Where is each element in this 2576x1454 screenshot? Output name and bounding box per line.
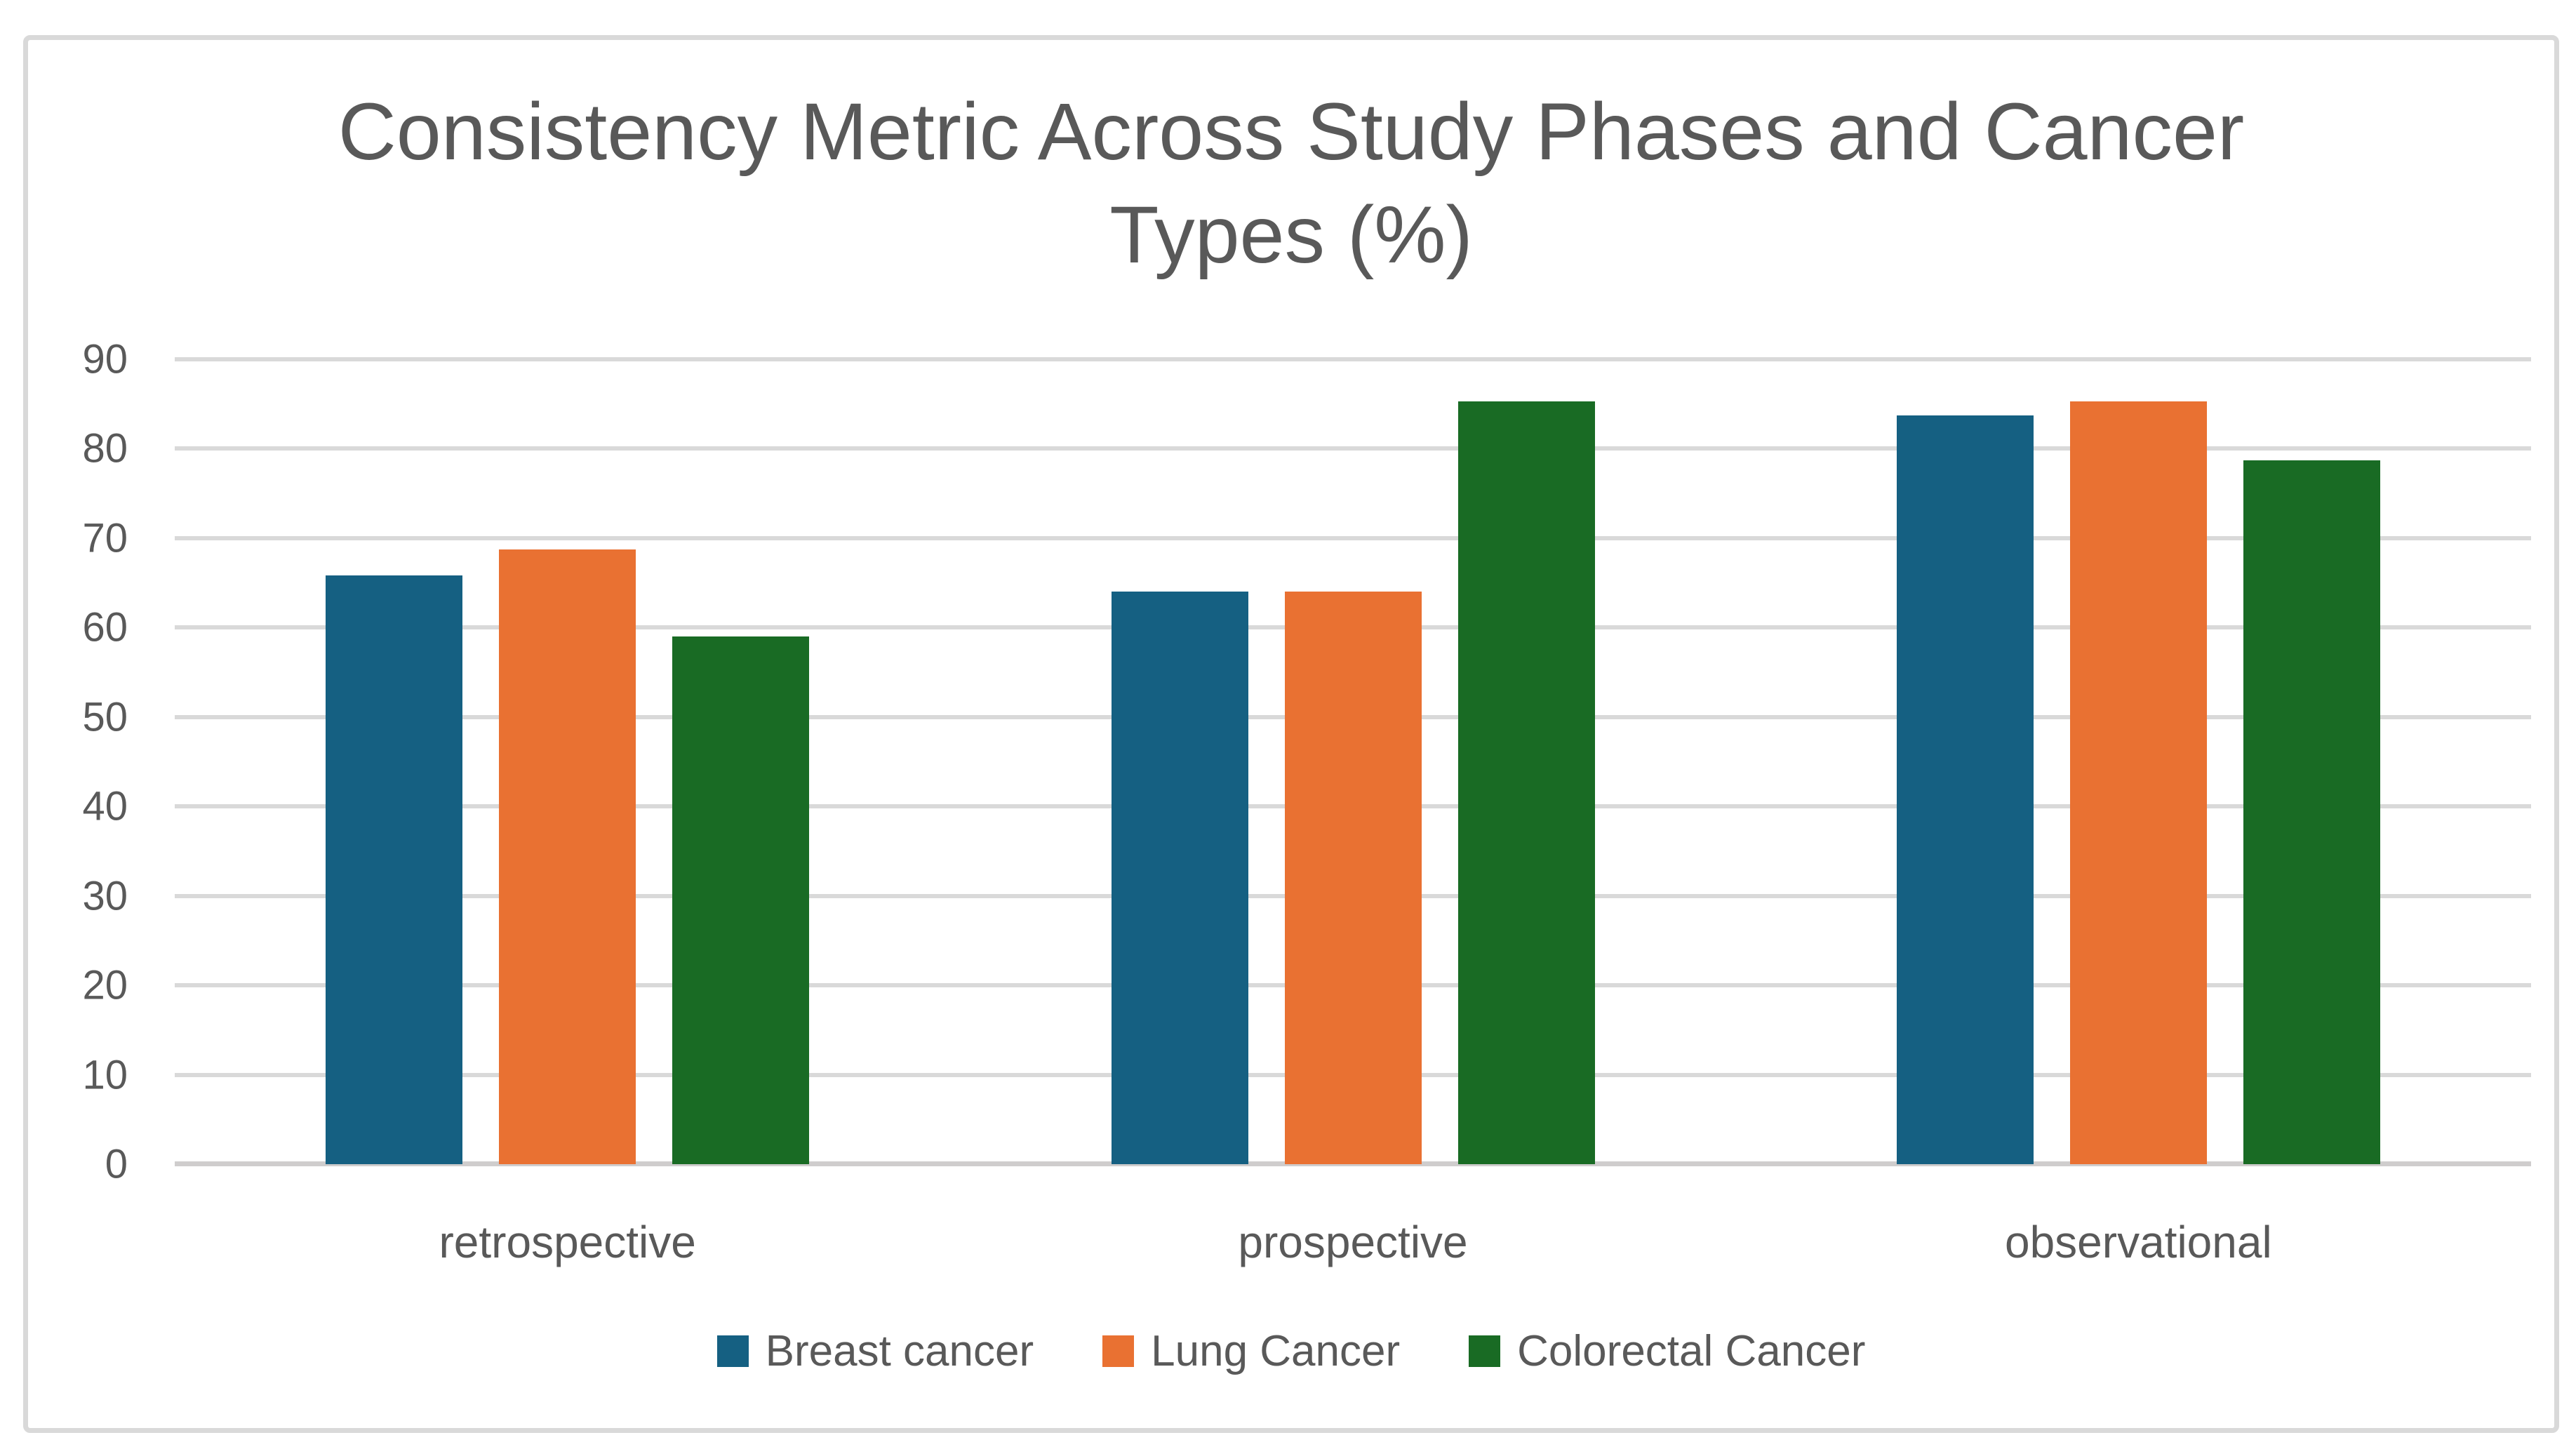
y-axis-tick-40: 40: [82, 783, 128, 829]
gridline-70: [175, 535, 2531, 540]
x-axis-labels: retrospective prospective observational: [175, 1216, 2531, 1272]
y-axis-tick-80: 80: [82, 425, 128, 472]
chart-title: Consistency Metric Across Study Phases a…: [338, 87, 2245, 281]
gridline-80: [175, 446, 2531, 451]
y-axis-tick-0: 0: [105, 1141, 128, 1187]
legend-item-breast-cancer: Breast cancer: [716, 1326, 1034, 1376]
x-axis-label-prospective: prospective: [1238, 1217, 1468, 1267]
legend-item-lung-cancer: Lung Cancer: [1102, 1326, 1400, 1376]
y-axis-tick-10: 10: [82, 1052, 128, 1098]
chart-container: Consistency Metric Across Study Phases a…: [23, 35, 2559, 1433]
y-axis-tick-20: 20: [82, 962, 128, 1008]
bar-prospective-lung-cancer: [1284, 592, 1422, 1164]
bar-observational-breast-cancer: [1896, 415, 2034, 1164]
bar-prospective-colorectal-cancer: [1457, 401, 1595, 1164]
plot-area: [175, 357, 2531, 1166]
legend-item-colorectal-cancer: Colorectal Cancer: [1469, 1326, 1865, 1376]
x-axis-label-observational: observational: [2004, 1217, 2272, 1267]
bar-observational-colorectal-cancer: [2243, 460, 2380, 1164]
bar-retrospective-lung-cancer: [499, 549, 636, 1164]
legend-label: Colorectal Cancer: [1517, 1327, 1866, 1375]
y-axis-tick-90: 90: [82, 336, 128, 382]
legend-swatch-icon: [1102, 1335, 1135, 1367]
y-axis-tick-60: 60: [82, 604, 128, 651]
y-axis-tick-30: 30: [82, 873, 128, 919]
bar-retrospective-colorectal-cancer: [672, 636, 810, 1164]
bar-prospective-breast-cancer: [1111, 592, 1248, 1164]
y-axis-tick-50: 50: [82, 694, 128, 740]
bar-observational-lung-cancer: [2069, 401, 2207, 1164]
legend: Breast cancer Lung Cancer Colorectal Cance…: [28, 1326, 2554, 1376]
legend-swatch-icon: [1469, 1335, 1501, 1367]
y-axis-labels: 0 10 20 30 40 50 60 70 80 90: [28, 337, 128, 1187]
legend-swatch-icon: [716, 1335, 749, 1367]
y-axis-tick-70: 70: [82, 515, 128, 561]
gridline-90: [175, 357, 2531, 361]
x-axis-label-retrospective: retrospective: [439, 1217, 696, 1267]
legend-label: Breast cancer: [765, 1327, 1034, 1375]
legend-label: Lung Cancer: [1151, 1327, 1401, 1375]
bar-retrospective-breast-cancer: [326, 575, 463, 1164]
